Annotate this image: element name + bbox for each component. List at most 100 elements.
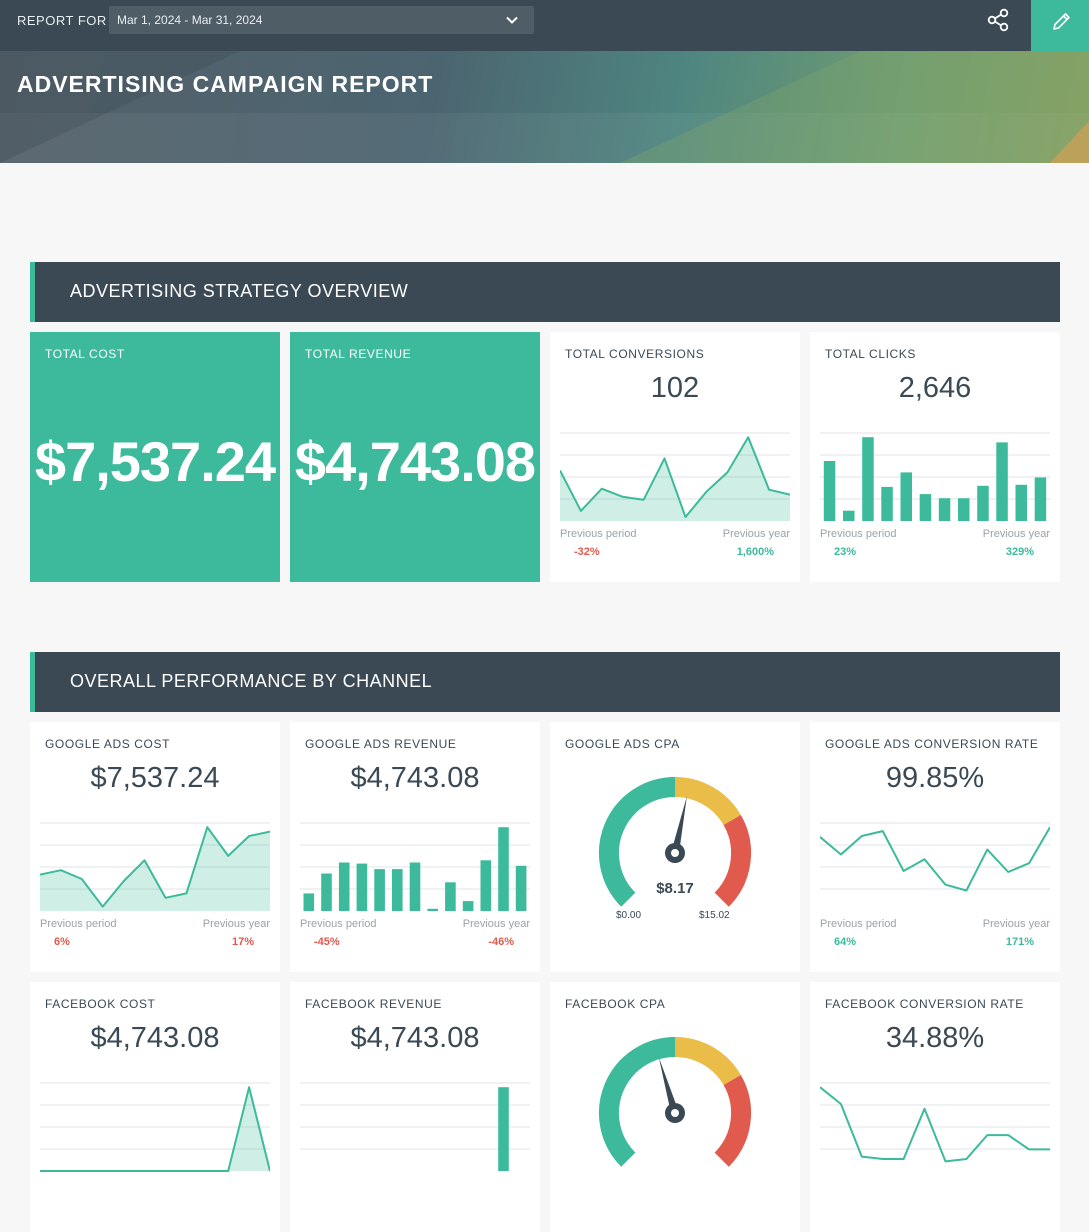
bar: [958, 498, 970, 521]
bar: [938, 498, 951, 521]
card-label: FACEBOOK CONVERSION RATE: [825, 997, 1024, 1011]
previous-period-label: Previous period: [300, 918, 377, 930]
gauge-max-label: $15.02: [699, 910, 730, 921]
series-line: [820, 826, 1050, 892]
card-value: 99.85%: [885, 762, 985, 794]
bar: [843, 510, 855, 521]
facebook-cost-area-chart: [40, 1082, 270, 1172]
share-icon[interactable]: [985, 8, 1011, 32]
previous-period-label: Previous period: [820, 918, 897, 930]
previous-period-change: -45%: [314, 936, 340, 948]
section-header-overview: ADVERTISING STRATEGY OVERVIEW: [30, 262, 1060, 322]
gauge-segment-mid: [674, 1036, 741, 1086]
previous-year-label: Previous year: [202, 918, 270, 930]
bar: [321, 873, 332, 911]
conversions-area-chart: [560, 432, 790, 521]
previous-year-label: Previous year: [462, 918, 530, 930]
card-value: $4,743.08: [90, 1022, 220, 1054]
bar: [823, 461, 836, 521]
previous-period-change: 23%: [834, 546, 857, 558]
facebook-conversion-rate-card: FACEBOOK CONVERSION RATE 34.88%: [810, 982, 1060, 1232]
bar: [977, 485, 989, 521]
facebook-revenue-bar-chart: [300, 1082, 530, 1171]
previous-period-change: 6%: [54, 936, 70, 948]
series-line: [40, 826, 270, 908]
bar: [900, 472, 912, 521]
gauge-segment-mid: [674, 776, 741, 826]
gauge-hub-center: [671, 849, 679, 857]
google-ads-revenue-card: GOOGLE ADS REVENUE $4,743.08 Previous pe…: [290, 722, 540, 972]
gauge-segment-low: [598, 777, 676, 907]
section-header-channel: OVERALL PERFORMANCE BY CHANNEL: [30, 652, 1060, 712]
card-value: $4,743.08: [350, 1022, 480, 1054]
previous-year-label: Previous year: [722, 528, 790, 540]
card-value: $7,537.24: [90, 762, 220, 794]
card-label: GOOGLE ADS REVENUE: [305, 737, 457, 751]
area-fill: [560, 437, 790, 521]
previous-period-change: -32%: [574, 546, 600, 558]
card-value: $7,537.24: [34, 430, 276, 493]
card-label: FACEBOOK CPA: [565, 997, 666, 1011]
google-conversion-line-chart: [820, 822, 1050, 892]
previous-period-label: Previous period: [820, 528, 897, 540]
card-label: TOTAL CONVERSIONS: [565, 347, 705, 361]
previous-period-label: Previous period: [40, 918, 117, 930]
top-bar: REPORT FOR Mar 1, 2024 - Mar 31, 2024: [0, 0, 1089, 51]
google-cpa-gauge: [598, 776, 752, 907]
card-label: GOOGLE ADS COST: [45, 737, 171, 751]
gauge-hub-center: [671, 1109, 679, 1117]
bar: [462, 901, 474, 911]
total-conversions-card: TOTAL CONVERSIONS 102 Previous period Pr…: [550, 332, 800, 582]
bar: [1015, 484, 1027, 521]
edit-button[interactable]: [1031, 0, 1089, 51]
bar: [881, 486, 893, 521]
total-clicks-card: TOTAL CLICKS 2,646 Previous period Previ…: [810, 332, 1060, 582]
gauge-needle: [658, 1057, 679, 1115]
card-label: TOTAL REVENUE: [305, 347, 412, 361]
gauge-segment-high: [714, 1075, 752, 1167]
google-ads-conversion-rate-card: GOOGLE ADS CONVERSION RATE 99.85% Previo…: [810, 722, 1060, 972]
google-cost-area-chart: [40, 822, 270, 911]
bar: [303, 893, 315, 911]
google-ads-cpa-card: GOOGLE ADS CPA $8.17 $0.00 $15.02: [550, 722, 800, 972]
date-range-value: Mar 1, 2024 - Mar 31, 2024: [117, 13, 263, 27]
google-revenue-bar-chart: [300, 822, 530, 911]
total-cost-card: TOTAL COST $7,537.24: [30, 332, 280, 582]
section-title: OVERALL PERFORMANCE BY CHANNEL: [70, 671, 433, 691]
bar: [427, 908, 438, 911]
bar: [338, 862, 350, 911]
bar: [996, 442, 1008, 521]
section-title: ADVERTISING STRATEGY OVERVIEW: [70, 281, 409, 301]
bar: [1034, 477, 1047, 521]
facebook-cost-card: FACEBOOK COST $4,743.08: [30, 982, 280, 1232]
bar: [445, 882, 456, 911]
facebook-cpa-gauge: [598, 1036, 752, 1167]
card-value: $4,743.08: [350, 762, 480, 794]
previous-year-change: 329%: [1005, 546, 1034, 558]
card-label: TOTAL COST: [45, 347, 125, 361]
pencil-icon: [1053, 13, 1070, 30]
bar: [356, 863, 368, 911]
bar: [515, 865, 527, 911]
area-fill: [40, 827, 270, 911]
gauge-segment-high: [714, 815, 752, 907]
card-value: 34.88%: [885, 1022, 985, 1054]
clicks-bar-chart: [820, 432, 1050, 521]
bar: [862, 437, 874, 521]
facebook-conversion-line-chart: [820, 1082, 1050, 1163]
page-title: ADVERTISING CAMPAIGN REPORT: [17, 71, 434, 97]
previous-year-label: Previous year: [982, 918, 1050, 930]
gauge-min-label: $0.00: [616, 910, 642, 921]
date-range-select[interactable]: Mar 1, 2024 - Mar 31, 2024: [109, 6, 534, 34]
card-value: 102: [650, 372, 700, 404]
previous-period-change: 64%: [834, 936, 857, 948]
bar: [392, 869, 403, 911]
facebook-cpa-card: FACEBOOK CPA: [550, 982, 800, 1232]
gauge-needle: [671, 796, 687, 854]
report-for-label: REPORT FOR: [17, 13, 107, 28]
bar: [409, 862, 421, 911]
card-value: $4,743.08: [294, 430, 536, 493]
series-line: [560, 436, 790, 518]
previous-year-change: 171%: [1005, 936, 1034, 948]
area-fill: [40, 1087, 270, 1171]
